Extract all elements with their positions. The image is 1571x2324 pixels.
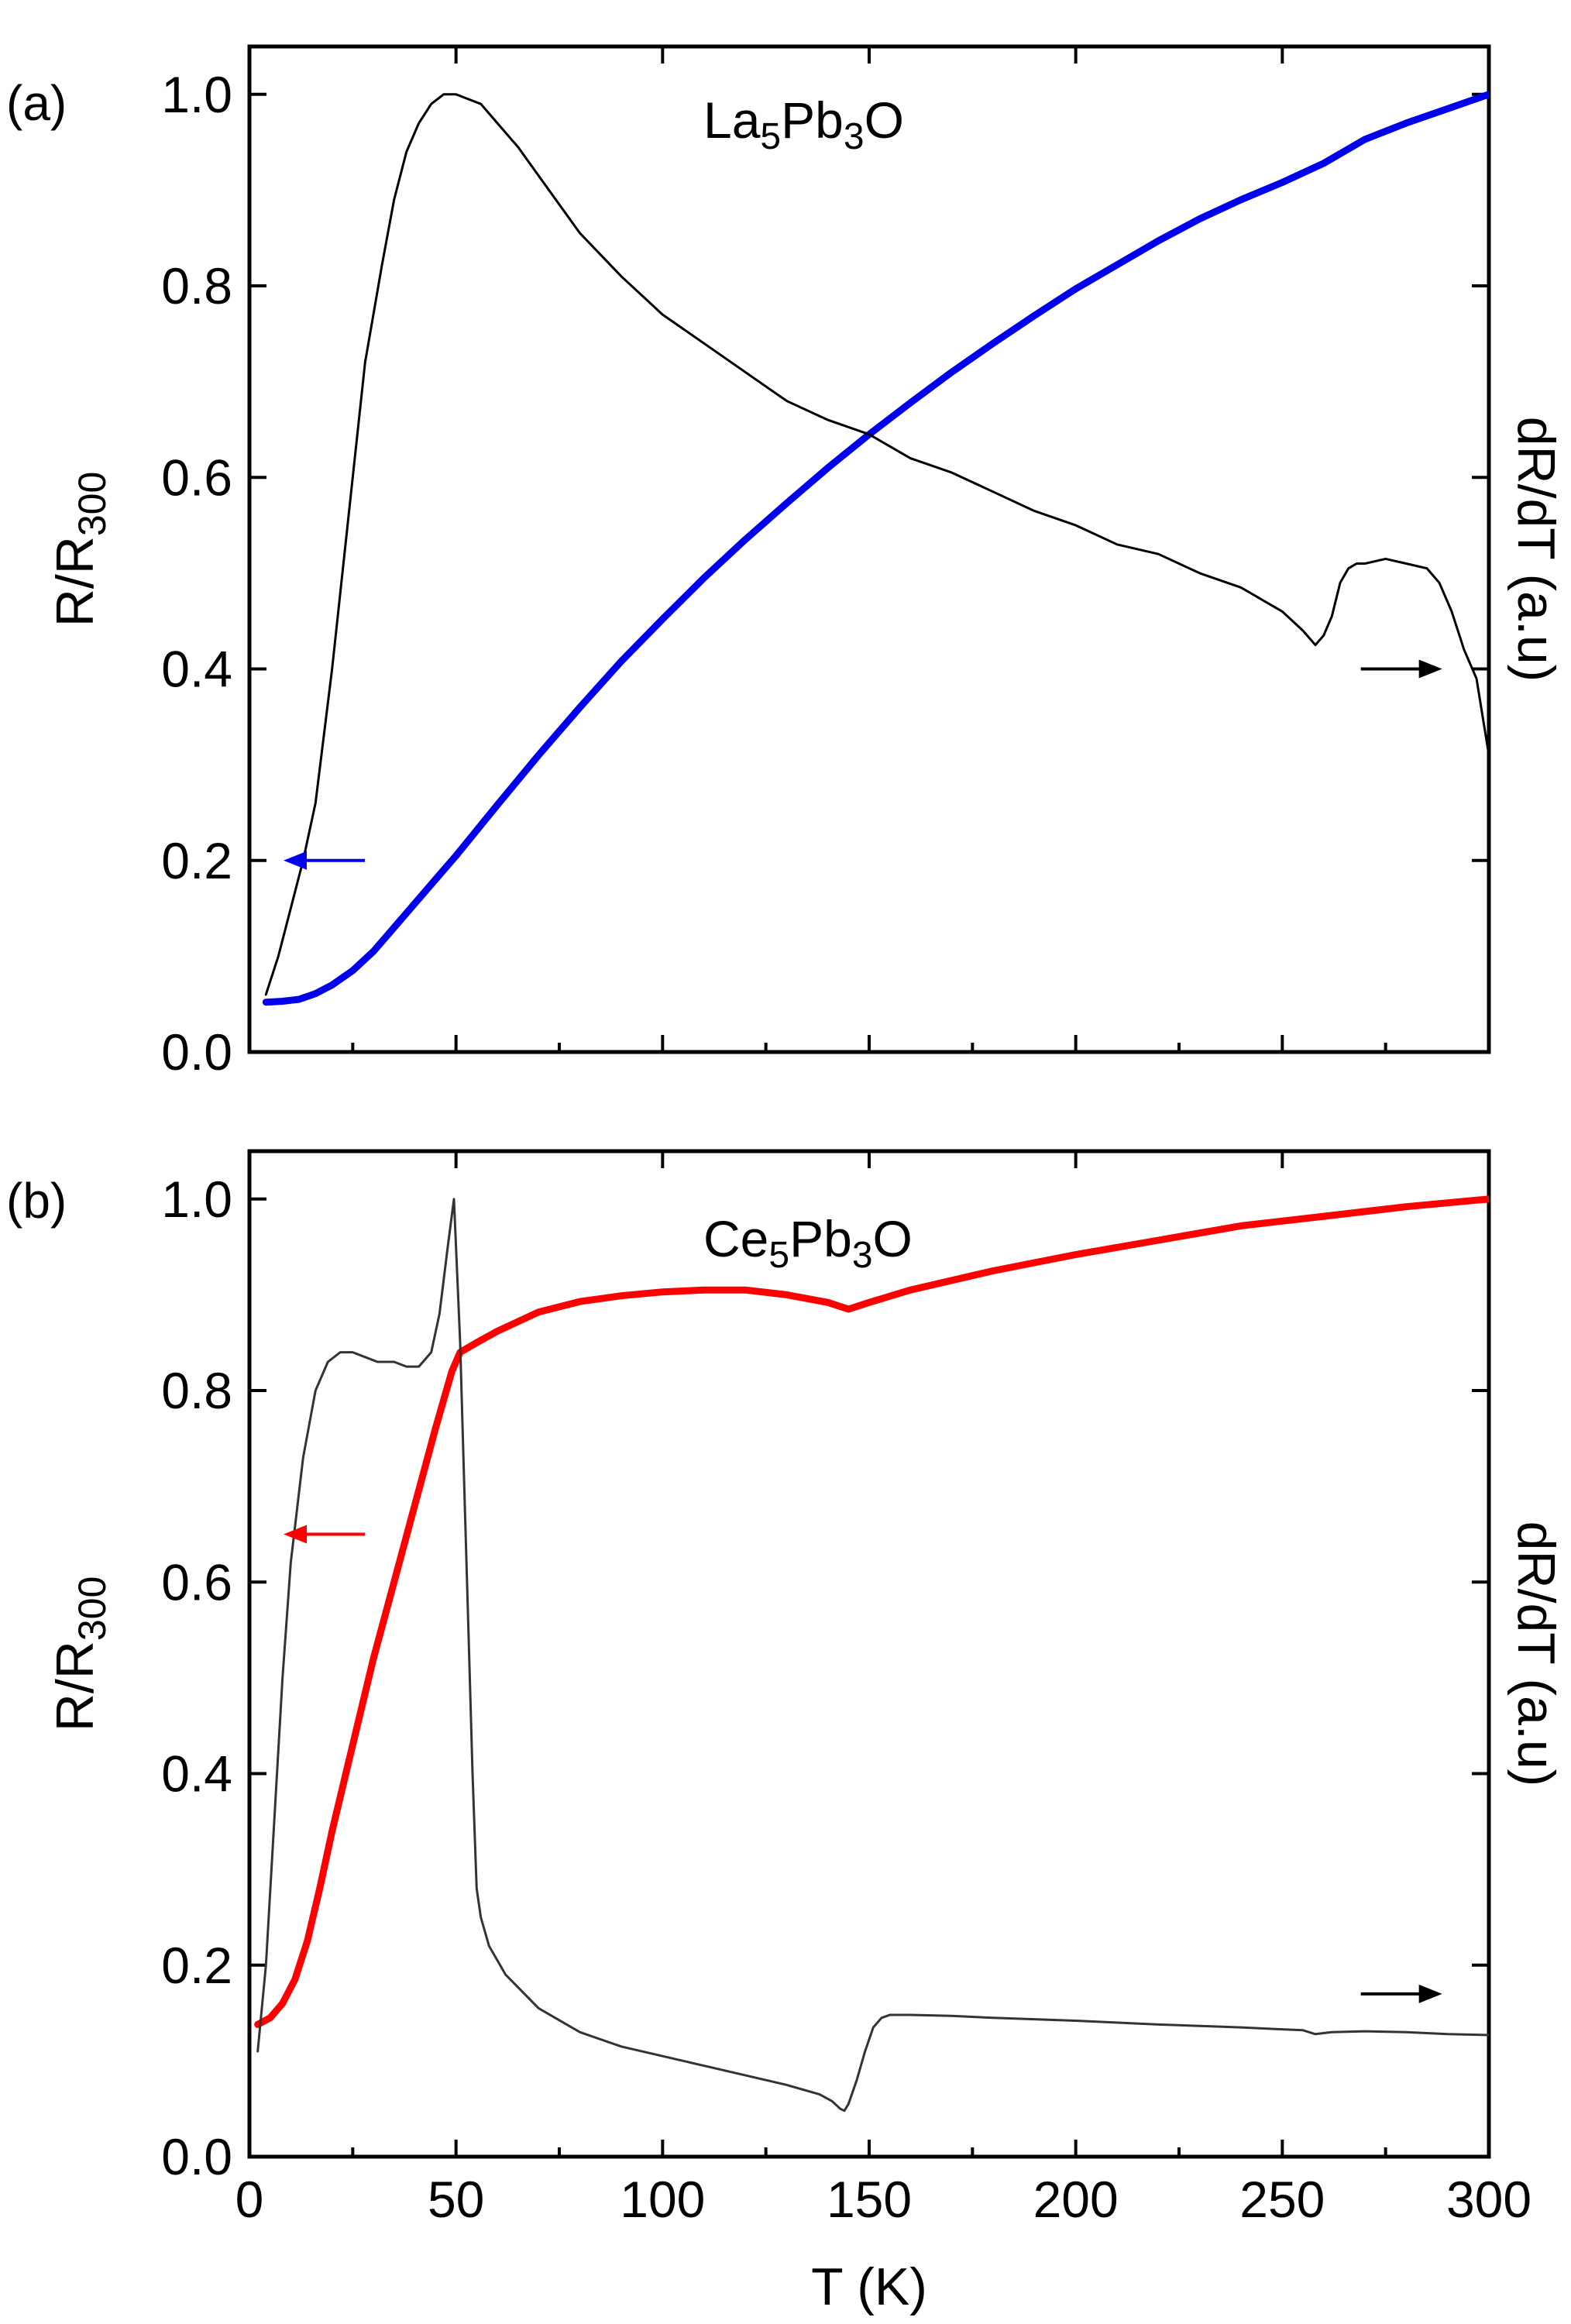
panel-b-x-tick-label: 100 xyxy=(620,2171,705,2228)
panel-b-y-tick-label: 1.0 xyxy=(161,1171,232,1228)
panel-b-x-tick-label: 150 xyxy=(827,2171,912,2228)
panel-a-y-label-subscript: 300 xyxy=(70,472,114,536)
panel-b-compound-part: O xyxy=(873,1210,913,1267)
panel-b-x-tick-label: 250 xyxy=(1239,2171,1325,2228)
panel-a-y-label-main: R/R xyxy=(46,536,105,627)
panel-b-right-axis-arrow xyxy=(1360,1984,1442,2003)
panel-b-compound-subscript: 3 xyxy=(852,1235,873,1276)
panel-a-series-resistance-line xyxy=(262,91,1489,1006)
panel-a-y-tick-label: 0.4 xyxy=(161,641,232,698)
panel-b-x-tick-label: 200 xyxy=(1033,2171,1119,2228)
panel-a-y-tick-label: 0.6 xyxy=(161,449,232,506)
panel-b-x-tick-label: 0 xyxy=(235,2171,264,2228)
panel-a-left-axis-arrow xyxy=(284,851,365,870)
panel-b-compound-subscript: 5 xyxy=(768,1235,789,1276)
panel-a-compound-part: Pb xyxy=(781,91,844,149)
panel-b-y-axis-label-right: dR/dT (a.u) xyxy=(1507,1521,1566,1787)
panel-b-series-resistance-line xyxy=(254,1195,1489,2028)
panel-a-y-tick-label: 0.8 xyxy=(161,257,232,315)
panel-a-y-axis-label-right: dR/dT (a.u) xyxy=(1507,417,1566,682)
panel-b-y-tick-label: 0.8 xyxy=(161,1362,232,1419)
panel-b-x-tick-label: 300 xyxy=(1446,2171,1531,2228)
panel-b-y-label-main: R/R xyxy=(46,1641,105,1731)
panel-b-y-label-subscript: 300 xyxy=(70,1576,114,1641)
panel-a-y-tick-label: 1.0 xyxy=(161,66,232,123)
panel-a-compound-subscript: 5 xyxy=(760,116,781,157)
panel-b-y-tick-label: 0.0 xyxy=(161,2128,232,2185)
panel-b-label: (b) xyxy=(6,1173,67,1229)
panel-a-compound-subscript: 3 xyxy=(844,116,865,157)
panel-a-compound-label: La5Pb3O xyxy=(703,91,904,157)
panel-a-compound-part: O xyxy=(865,91,904,149)
panel-b-series-derivative-line xyxy=(256,1198,1489,2113)
panel-b-y-tick-label: 0.6 xyxy=(161,1553,232,1611)
panel-b-x-tick-label: 50 xyxy=(428,2171,484,2228)
panel-a-plot-frame xyxy=(247,44,1491,1054)
panel-a-y-tick-label: 0.0 xyxy=(161,1023,232,1081)
panel-a-compound-part: La xyxy=(703,91,761,149)
panel-b: (b) Ce5Pb3O R/R300 dR/dT (a.u) 0.00.20.4… xyxy=(6,1149,1566,2228)
panel-a-y-tick-label: 0.2 xyxy=(161,832,232,889)
panel-a-series-derivative-line xyxy=(264,93,1489,996)
panel-b-left-axis-arrow xyxy=(284,1525,365,1544)
panel-a-y-axis-label-left: R/R300 xyxy=(46,472,114,627)
panel-b-y-tick-label: 0.4 xyxy=(161,1745,232,1803)
panel-b-compound-part: Pb xyxy=(789,1210,852,1267)
panel-a-label: (a) xyxy=(6,75,67,131)
panel-b-compound-label: Ce5Pb3O xyxy=(703,1210,913,1276)
panel-a-right-axis-arrow xyxy=(1360,659,1442,679)
panel-b-compound-part: Ce xyxy=(703,1210,768,1267)
panel-a: (a) La5Pb3O R/R300 dR/dT (a.u) 0.0 0.2 0.4… xyxy=(6,44,1566,1081)
x-axis-label: T (K) xyxy=(811,2257,927,2316)
panel-b-y-axis-label-left: R/R300 xyxy=(46,1576,114,1732)
panel-b-y-tick-label: 0.2 xyxy=(161,1937,232,1994)
